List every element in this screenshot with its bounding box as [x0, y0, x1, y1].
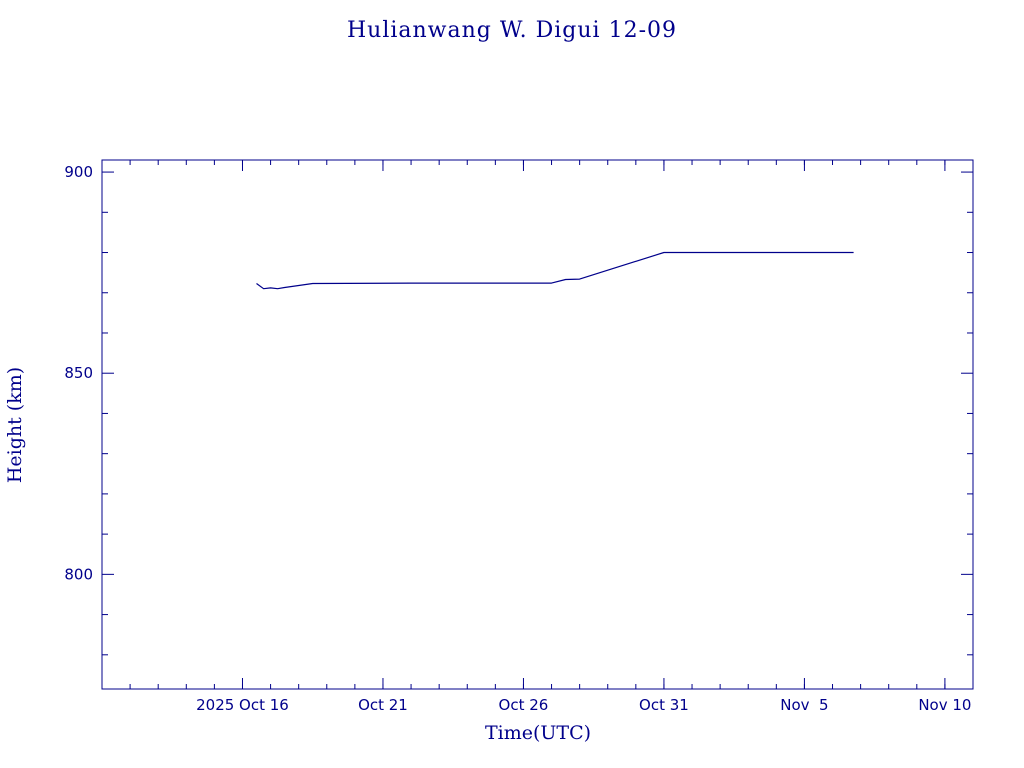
x-tick-label: Oct 21	[358, 696, 408, 714]
x-tick-label: 2025 Oct 16	[196, 696, 289, 714]
axis-ticks	[102, 160, 973, 689]
y-tick-label: 900	[64, 163, 93, 181]
plot-frame	[101, 159, 974, 690]
x-tick-label: Nov 5	[780, 696, 828, 714]
y-tick-label: 800	[64, 565, 93, 583]
y-tick-label: 850	[64, 364, 93, 382]
series-group	[256, 251, 854, 290]
y-axis-label: Height (km)	[4, 367, 26, 483]
x-tick-label: Oct 31	[639, 696, 689, 714]
x-tick-label: Nov 10	[918, 696, 971, 714]
chart-title: Hulianwang W. Digui 12-09	[347, 18, 677, 43]
x-tick-label: Oct 26	[499, 696, 549, 714]
axis-tick-labels: 2025 Oct 16 Oct 21 Oct 26 Oct 31 Nov 5 Nov 10…	[64, 163, 971, 714]
series-line	[256, 251, 854, 290]
x-axis-label: Time(UTC)	[485, 722, 591, 744]
